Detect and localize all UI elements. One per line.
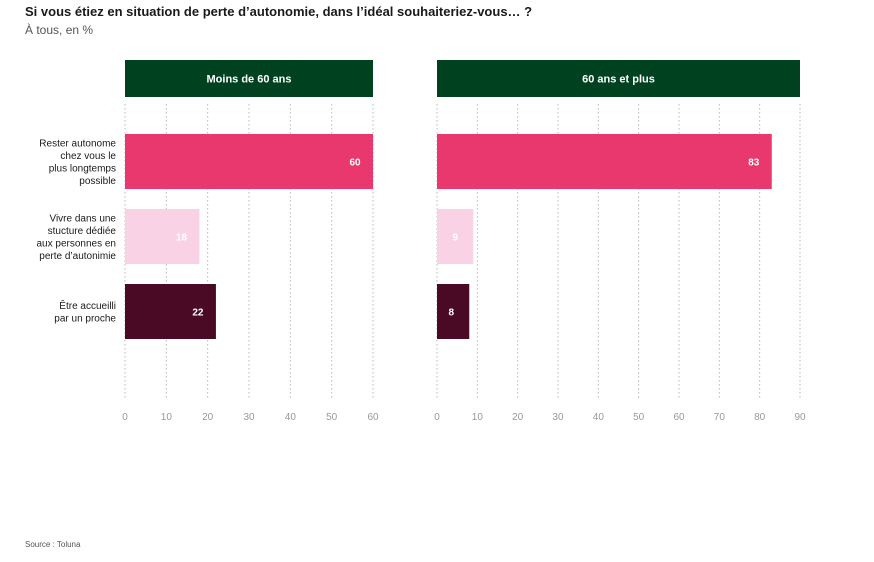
- panel-title: 60 ans et plus: [582, 74, 655, 86]
- bar: [437, 284, 470, 339]
- value-label: 9: [453, 233, 459, 244]
- value-label: 8: [448, 308, 454, 319]
- tick-label: 10: [161, 412, 173, 423]
- tick-label: 20: [512, 412, 524, 423]
- category-label: Être accueilli par un proche: [54, 299, 116, 325]
- tick-label: 80: [754, 412, 766, 423]
- panel-title: Moins de 60 ans: [207, 74, 292, 86]
- bar-chart: Rester autonome chez vous le plus longtemp…: [36, 60, 806, 423]
- tick-label: 50: [633, 412, 645, 423]
- bar: [437, 134, 772, 189]
- bar: [125, 209, 200, 264]
- tick-label: 0: [434, 412, 440, 423]
- value-label: 83: [748, 158, 760, 169]
- tick-label: 20: [202, 412, 214, 423]
- tick-label: 30: [243, 412, 255, 423]
- panel-header: [437, 60, 800, 97]
- tick-label: 90: [794, 412, 806, 423]
- chart-title: Si vous étiez en situation de perte d’au…: [25, 4, 533, 19]
- value-label: 18: [176, 233, 188, 244]
- category-label: Rester autonome chez vous le plus longtemp…: [39, 138, 116, 187]
- source-note: Source : Toluna: [25, 540, 81, 549]
- tick-label: 70: [714, 412, 726, 423]
- tick-label: 10: [472, 412, 484, 423]
- value-label: 22: [192, 308, 204, 319]
- bar: [125, 284, 216, 339]
- tick-label: 60: [673, 412, 685, 423]
- tick-label: 60: [367, 412, 379, 423]
- tick-label: 30: [552, 412, 564, 423]
- tick-label: 40: [285, 412, 297, 423]
- tick-label: 50: [326, 412, 338, 423]
- bar: [125, 134, 373, 189]
- tick-label: 0: [122, 412, 128, 423]
- category-label: Vivre dans une stucture dédiée aux personn…: [36, 213, 116, 262]
- panel-header: [125, 60, 373, 97]
- tick-label: 40: [593, 412, 605, 423]
- bar: [437, 209, 474, 264]
- chart-subtitle: À tous, en %: [25, 23, 94, 37]
- value-label: 60: [349, 158, 361, 169]
